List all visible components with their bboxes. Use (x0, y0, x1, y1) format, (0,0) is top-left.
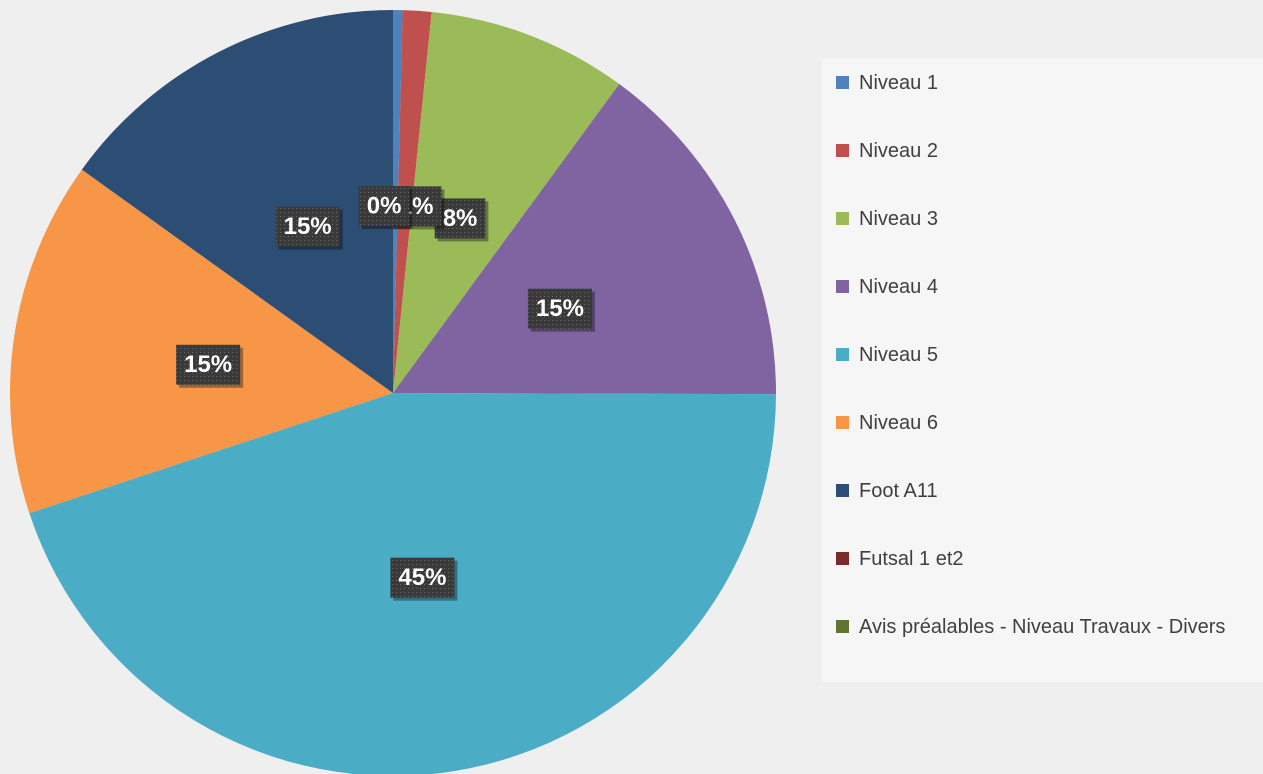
legend-swatch (836, 280, 849, 293)
chart: 15%15%45%15%8%1%0% (9, 10, 777, 774)
data-label-box (390, 557, 455, 598)
data-label-box (358, 186, 410, 227)
legend-label: Niveau 5 (859, 344, 938, 366)
data-label-text: 8% (443, 205, 478, 232)
legend-item: Futsal 1 et2 (836, 546, 1256, 572)
legend-label: Niveau 4 (859, 276, 938, 298)
legend-swatch (836, 348, 849, 361)
legend-item: Niveau 4 (836, 274, 1256, 300)
legend-swatch (836, 212, 849, 225)
data-label-text: 15% (536, 295, 584, 322)
data-label-box (527, 288, 592, 329)
data-label-text: 0% (367, 193, 402, 220)
legend-item: Niveau 2 (836, 138, 1256, 164)
legend-label: Niveau 2 (859, 140, 938, 162)
legend-label: Foot A11 (859, 480, 938, 502)
legend: Niveau 1 Niveau 2 Niveau 3 Niveau 4 Niveau 5… (822, 58, 1263, 682)
pie-slice (393, 11, 620, 394)
data-label: 0% (358, 186, 413, 230)
legend-item: Niveau 3 (836, 206, 1256, 232)
data-label-box (434, 198, 486, 239)
legend-swatch (836, 552, 849, 565)
data-label-text: 15% (284, 213, 332, 240)
data-label-box (176, 344, 241, 385)
data-label: 15% (176, 344, 244, 388)
data-label-text: 45% (398, 564, 446, 591)
legend-item: Niveau 6 (836, 410, 1256, 436)
legend-label: Avis préalables - Niveau Travaux - Diver… (859, 616, 1226, 638)
data-label: 15% (275, 206, 343, 250)
pie-slice (9, 169, 393, 514)
legend-item: Avis préalables - Niveau Travaux - Diver… (836, 614, 1256, 640)
legend-swatch (836, 484, 849, 497)
legend-swatch (836, 144, 849, 157)
data-label: 8% (434, 198, 489, 242)
legend-item: Niveau 5 (836, 342, 1256, 368)
legend-item: Foot A11 (836, 478, 1256, 504)
data-label-box (275, 206, 340, 247)
legend-label: Niveau 1 (859, 72, 938, 94)
legend-item: Niveau 1 (836, 70, 1256, 96)
legend-swatch (836, 76, 849, 89)
legend-label: Futsal 1 et2 (859, 548, 964, 570)
data-label-text: 15% (184, 351, 232, 378)
legend-label: Niveau 3 (859, 208, 938, 230)
pie-slice (81, 10, 394, 393)
data-label: 15% (527, 288, 595, 332)
legend-swatch (836, 416, 849, 429)
legend-label: Niveau 6 (859, 412, 938, 434)
data-label: 45% (390, 557, 458, 601)
pie-slice (393, 84, 777, 395)
legend-swatch (836, 620, 849, 633)
